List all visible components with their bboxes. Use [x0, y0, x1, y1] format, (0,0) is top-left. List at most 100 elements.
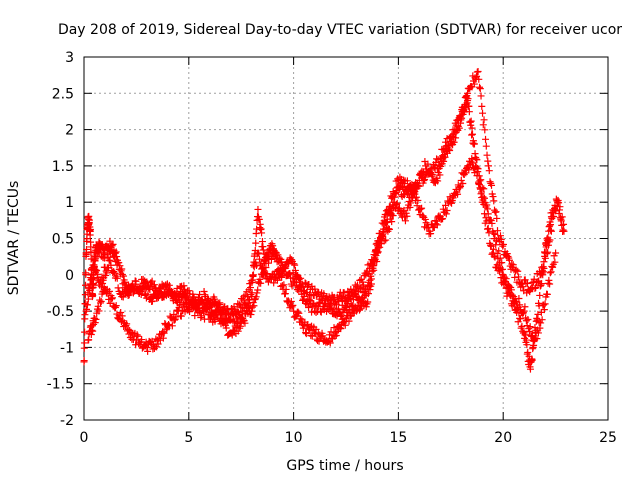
data-point-interp: [336, 324, 344, 332]
data-point-interp: [235, 309, 243, 317]
data-point-interp: [277, 273, 285, 281]
data-point-interp: [138, 336, 146, 344]
data-point-interp: [258, 229, 266, 237]
data-point-interp: [85, 336, 93, 344]
data-point-interp: [315, 295, 323, 303]
data-point-interp: [189, 290, 197, 298]
data-point-interp: [462, 169, 470, 177]
data-point-interp: [543, 250, 551, 258]
data-point-interp: [200, 309, 208, 317]
data-point-interp: [177, 283, 185, 291]
data-point-interp: [342, 298, 350, 306]
data-point-interp: [478, 102, 486, 110]
data-point-interp: [186, 308, 194, 316]
data-point-interp: [238, 304, 246, 311]
data-point-interp: [123, 320, 131, 328]
data-point-interp: [490, 197, 498, 205]
data-point-interp: [492, 241, 500, 249]
data-point-interp: [249, 271, 257, 279]
data-point-interp: [118, 270, 126, 278]
data-point-interp: [214, 314, 222, 322]
data-point-interp: [203, 306, 211, 314]
data-point-interp: [249, 299, 257, 307]
data-point-interp: [458, 114, 466, 122]
data-point-interp: [470, 80, 478, 88]
data-point-interp: [355, 296, 363, 304]
data-point-interp: [312, 325, 320, 333]
data-point-interp: [454, 190, 462, 198]
data-point-interp: [325, 337, 333, 345]
data-point-interp: [303, 300, 311, 308]
data-point-interp: [480, 116, 488, 124]
data-point-interp: [535, 277, 543, 285]
data-point-interp: [125, 291, 133, 299]
data-point-interp: [106, 257, 114, 265]
data-point-interp: [528, 356, 536, 364]
y-tick-label: 2.5: [52, 86, 74, 102]
data-point-interp: [86, 225, 94, 233]
data-point-interp: [345, 317, 353, 325]
data-point-interp: [519, 327, 527, 335]
data-point-interp: [118, 312, 126, 320]
data-point-interp: [483, 151, 491, 159]
data-points: [80, 68, 568, 373]
data-point-interp: [161, 320, 169, 328]
data-point-interp: [526, 288, 534, 296]
data-point-interp: [257, 260, 265, 268]
data-point-interp: [480, 185, 488, 193]
data-point-interp: [452, 134, 460, 142]
data-point-interp: [443, 207, 451, 215]
data-point-interp: [534, 278, 542, 286]
data-point-interp: [450, 138, 458, 146]
data-point-interp: [488, 181, 496, 189]
data-point-interp: [110, 268, 118, 276]
data-point-interp: [201, 291, 209, 299]
data-point-interp: [284, 271, 292, 279]
data-point-interp: [505, 282, 513, 290]
data-point-interp: [104, 253, 112, 261]
y-tick-label: 2: [65, 123, 74, 139]
data-point-interp: [410, 189, 418, 197]
data-point-interp: [192, 303, 200, 311]
data-point-interp: [495, 247, 503, 255]
data-point-interp: [164, 286, 172, 294]
data-point-interp: [255, 215, 263, 223]
data-point-interp: [154, 340, 162, 348]
data-point-interp: [433, 221, 441, 229]
data-point-interp: [172, 297, 180, 305]
data-point-interp: [235, 319, 243, 327]
data-point-interp: [82, 271, 90, 279]
data-point-interp: [393, 199, 401, 207]
data-point-interp: [505, 254, 513, 262]
data-point-interp: [476, 184, 484, 192]
data-point-interp: [514, 273, 522, 281]
data-point-interp: [289, 301, 297, 309]
data-point-interp: [355, 306, 363, 314]
data-point-interp: [282, 285, 290, 293]
data-point-interp: [488, 219, 496, 227]
data-point-interp: [403, 212, 411, 220]
data-point-interp: [484, 225, 492, 233]
data-point-interp: [475, 75, 483, 83]
data-point-interp: [399, 208, 407, 216]
data-point-interp: [280, 281, 288, 289]
data-point-interp: [242, 300, 250, 308]
data-point-interp: [257, 279, 265, 287]
data-point-interp: [498, 259, 506, 267]
data-point-interp: [148, 337, 156, 345]
data-point-interp: [382, 236, 390, 244]
data-point-interp: [84, 295, 92, 303]
data-point-interp: [536, 291, 544, 299]
data-point-interp: [272, 249, 280, 257]
y-axis-label: SDTVAR / TECUs: [6, 181, 22, 296]
data-point-interp: [469, 137, 477, 145]
data-point-interp: [111, 303, 119, 311]
data-point-interp: [486, 178, 494, 186]
chart-title: Day 208 of 2019, Sidereal Day-to-day VTE…: [58, 22, 622, 38]
data-point-interp: [489, 245, 497, 253]
data-point-interp: [472, 163, 480, 171]
data-point-interp: [204, 311, 212, 319]
data-point-interp: [379, 227, 387, 235]
data-point-interp: [176, 301, 184, 309]
